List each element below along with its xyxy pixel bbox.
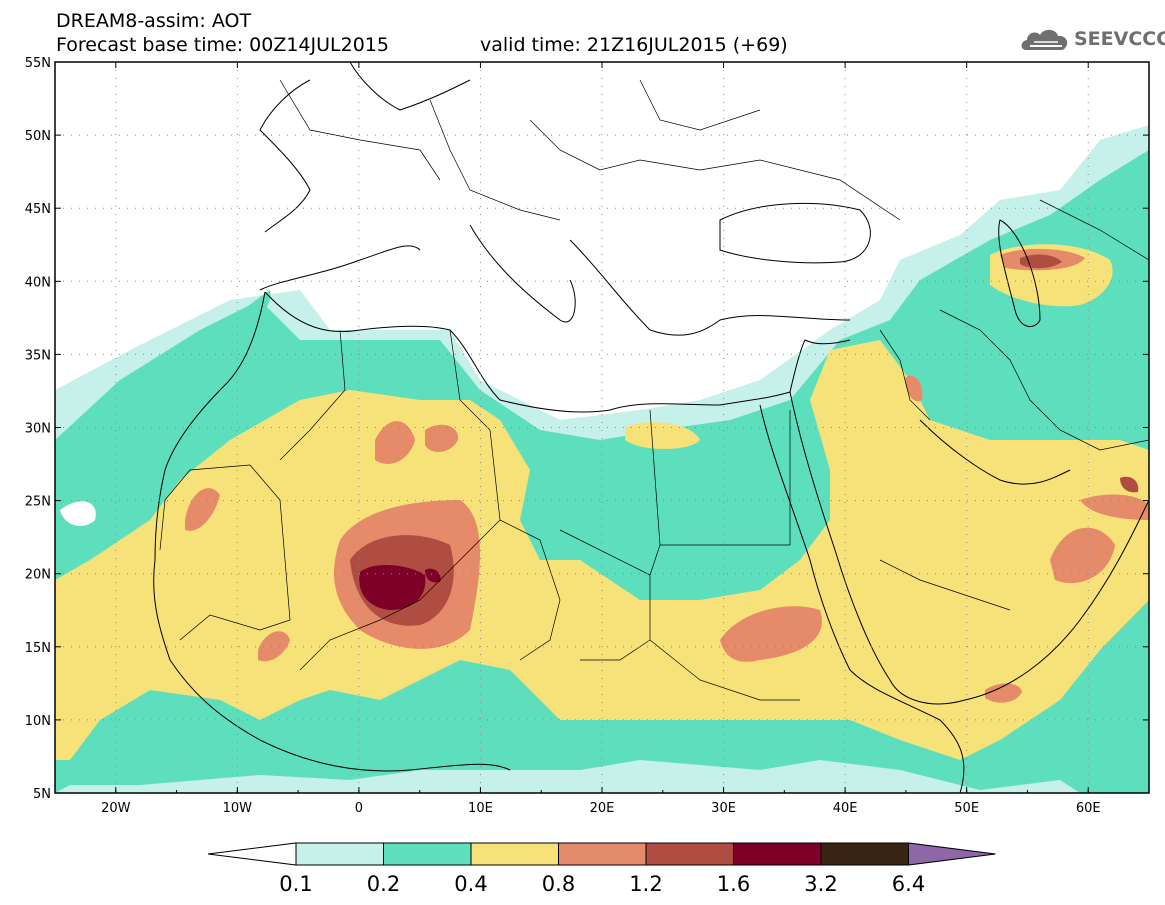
lon-label: 40E xyxy=(833,801,858,816)
colorbar-max-arrow xyxy=(908,842,996,866)
lat-label: 5N xyxy=(33,787,51,802)
aot-contour-0.8-mauritania xyxy=(185,488,220,531)
aot-field xyxy=(55,62,1149,793)
aot-contour-0.8-iraq xyxy=(905,375,923,402)
lon-label: 50E xyxy=(954,801,979,816)
aot-contour-0.8-gulf xyxy=(1080,494,1149,520)
colorbar-level-label: 0.2 xyxy=(366,872,401,896)
chart-title-model: DREAM8-assim: AOT xyxy=(56,10,252,32)
aot-contour-1.2-caspian xyxy=(1020,254,1062,269)
aot-contour-0.8-algeria2 xyxy=(425,424,459,452)
aot-contour-0.8-yemen xyxy=(985,683,1022,703)
colorbar-level-label: 0.4 xyxy=(454,872,488,896)
colorbar-swatch xyxy=(733,842,822,866)
aot-contour-0.8-sahel xyxy=(258,631,290,662)
lat-label: 30N xyxy=(25,422,51,437)
aot-contour-1.6-mali2 xyxy=(425,568,441,583)
lat-label: 20N xyxy=(25,568,51,583)
colorbar-swatch xyxy=(820,842,909,866)
lat-label: 55N xyxy=(25,56,51,71)
aot-contour-0.8-sudan xyxy=(720,606,822,662)
colorbar-level-label: 1.6 xyxy=(716,872,751,896)
aot-contour-0.8-algeria xyxy=(375,421,415,464)
lat-label: 10N xyxy=(25,714,51,729)
colorbar-level-label: 0.8 xyxy=(541,872,576,896)
lat-label: 40N xyxy=(25,275,51,290)
colorbar-swatch xyxy=(645,842,734,866)
coastlines xyxy=(153,62,1149,793)
aot-contour-0.8-oman xyxy=(1050,527,1115,584)
chart-title-base-time: Forecast base time: 00Z14JUL2015 xyxy=(56,34,389,56)
lat-label: 25N xyxy=(25,495,51,510)
seevccc-logo: SEEVCCC xyxy=(1018,22,1165,58)
chart-title-valid-time: valid time: 21Z16JUL2015 (+69) xyxy=(480,34,788,56)
lon-label: 60E xyxy=(1076,801,1101,816)
aot-contour-1.6-mali xyxy=(359,564,426,610)
aot-clean-pocket xyxy=(60,501,96,526)
lon-label: 30E xyxy=(711,801,736,816)
lat-label: 35N xyxy=(25,348,51,363)
lon-label: 10W xyxy=(223,801,253,816)
aot-contour-0.4-egypt xyxy=(625,422,700,449)
longitude-labels: 20W 10W 0 10E 20E 30E 40E 50E 60E xyxy=(101,801,1101,816)
colorbar-swatch xyxy=(295,842,384,866)
colorbar-level-label: 0.1 xyxy=(279,872,313,896)
lat-label: 50N xyxy=(25,129,51,144)
lat-label: 15N xyxy=(25,641,51,656)
lon-label: 20E xyxy=(590,801,615,816)
colorbar-min-arrow xyxy=(207,842,297,866)
lon-label: 0 xyxy=(355,801,363,816)
aot-contour-1.2-gulf xyxy=(1120,476,1139,493)
cloud-icon xyxy=(1021,29,1068,50)
colorbar-swatch xyxy=(558,842,647,866)
latitude-labels: 55N 50N 45N 40N 35N 30N 25N 20N 15N 10N 5N xyxy=(25,56,51,802)
lat-label: 45N xyxy=(25,202,51,217)
aot-contour-0.2-arc xyxy=(140,290,271,420)
lon-label: 20W xyxy=(101,801,131,816)
colorbar-swatch xyxy=(470,842,559,866)
colorbar-level-label: 3.2 xyxy=(804,872,838,896)
logo-text: SEEVCCC xyxy=(1074,28,1165,50)
colorbar-level-label: 1.2 xyxy=(629,872,663,896)
colorbar-swatch xyxy=(383,842,472,866)
axis-ticks xyxy=(54,61,1150,794)
lon-label: 10E xyxy=(468,801,493,816)
borders xyxy=(159,79,1149,701)
colorbar xyxy=(207,842,996,866)
colorbar-level-label: 6.4 xyxy=(891,872,926,896)
